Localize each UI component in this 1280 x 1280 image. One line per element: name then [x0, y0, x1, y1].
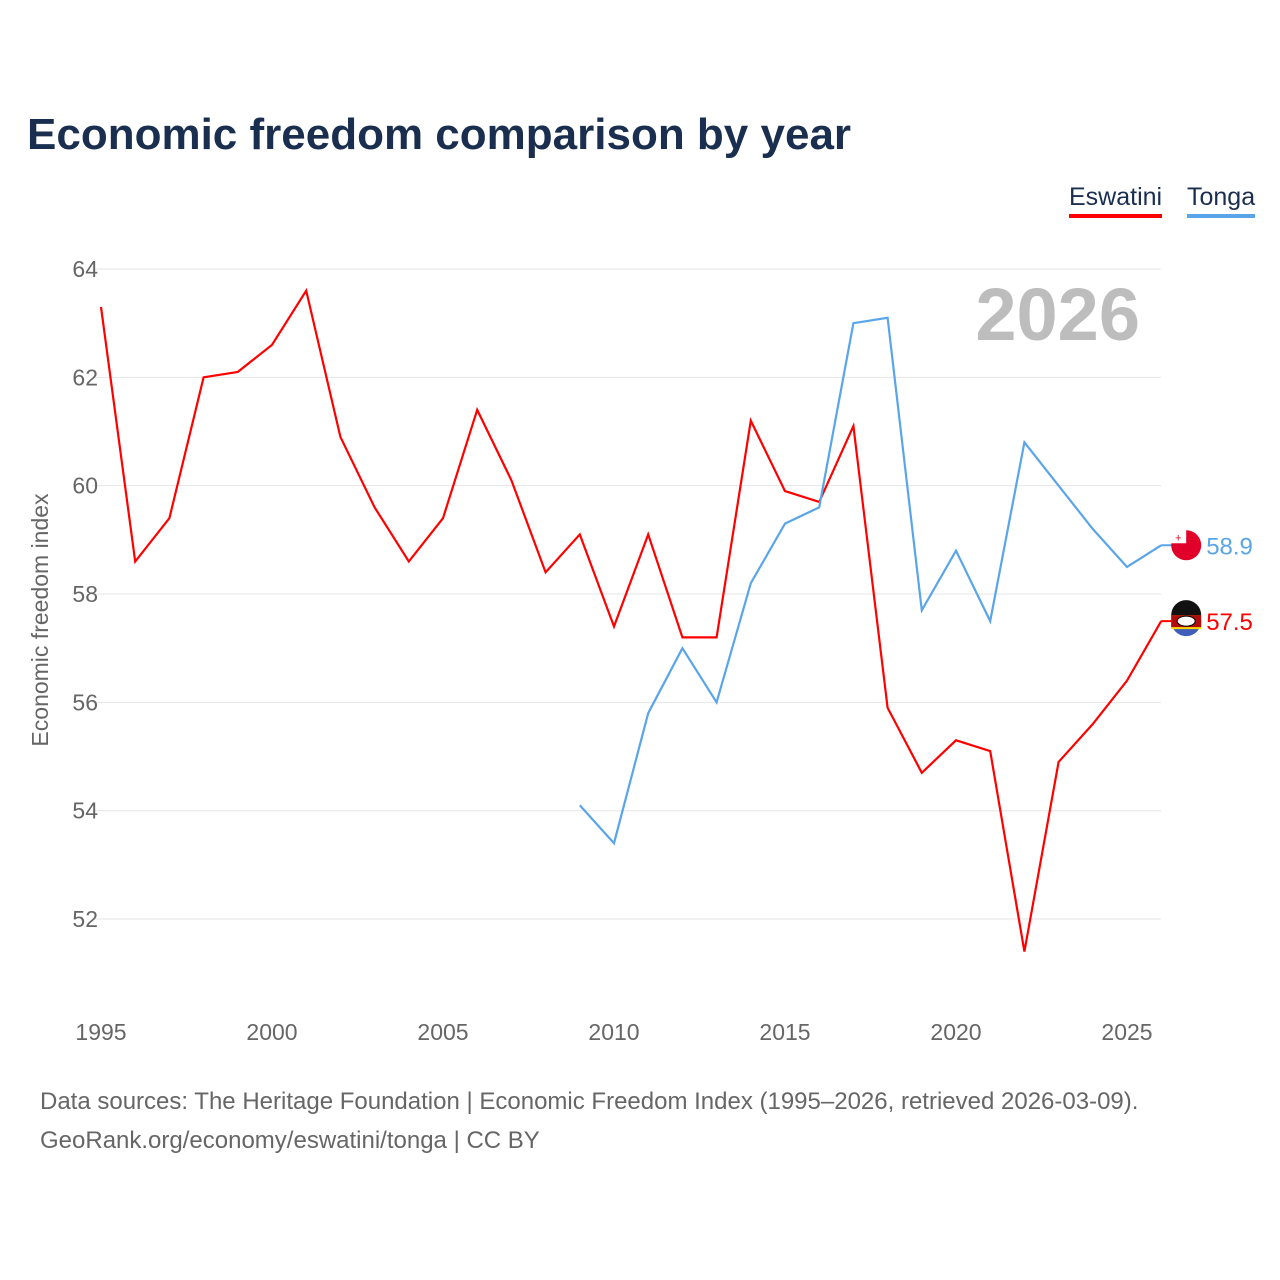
- x-tick-label: 2010: [588, 1019, 639, 1045]
- legend-tonga[interactable]: Tonga: [1187, 183, 1256, 218]
- source-link[interactable]: GeoRank.org/economy/eswatini/tonga | CC …: [40, 1127, 540, 1154]
- chart-title: Economic freedom comparison by year: [27, 110, 852, 159]
- y-tick-label: 56: [72, 689, 98, 715]
- y-tick-label: 58: [72, 581, 98, 607]
- flag-cross: +: [1175, 532, 1181, 544]
- x-tick-label: 2015: [759, 1019, 810, 1045]
- y-tick-label: 62: [72, 364, 98, 390]
- flag-top: [1171, 600, 1202, 616]
- flag-canton: [1171, 530, 1187, 544]
- series-line-tonga: [578, 316, 1162, 846]
- source-note: Data sources: The Heritage Foundation | …: [40, 1088, 1139, 1115]
- y-tick-label: 64: [72, 256, 98, 282]
- y-tick-label: 52: [72, 906, 98, 932]
- x-tick-label: 2000: [246, 1019, 297, 1045]
- x-tick-label: 2025: [1101, 1019, 1152, 1045]
- x-tick-label: 2020: [930, 1019, 981, 1045]
- flag-shield: [1176, 615, 1196, 627]
- y-tick-label: 60: [72, 473, 98, 499]
- end-value-label: 57.5: [1206, 609, 1253, 636]
- end-value-label: 58.9: [1206, 533, 1253, 560]
- y-tick-label: 54: [72, 798, 98, 824]
- legend-eswatini[interactable]: Eswatini: [1069, 183, 1163, 218]
- x-tick-label: 1995: [75, 1019, 126, 1045]
- series-line-eswatini: [99, 287, 1163, 952]
- y-axis-label: Economic freedom index: [27, 493, 53, 747]
- x-tick-label: 2005: [417, 1019, 468, 1045]
- year-watermark: 2026: [975, 273, 1140, 356]
